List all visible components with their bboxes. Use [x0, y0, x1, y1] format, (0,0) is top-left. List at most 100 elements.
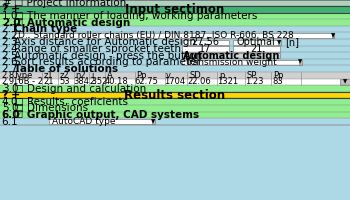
Bar [0, 92, 350, 98]
Text: 2.9: 2.9 [2, 77, 15, 86]
Text: 1.0: 1.0 [2, 11, 18, 21]
Bar [182, 53, 280, 58]
Bar [0, 13, 350, 19]
Text: Range of smaller sprocket teeth: Range of smaller sprocket teeth [14, 44, 181, 54]
Text: ▼: ▼ [277, 40, 281, 45]
Text: ☐ Project Information: ☐ Project Information [14, 0, 126, 8]
Text: Sort results according to parameter: Sort results according to parameter [14, 57, 201, 67]
Text: ▼: ▼ [331, 33, 335, 38]
Bar [0, 52, 350, 59]
Text: 83: 83 [272, 77, 283, 86]
Text: Chain type: Chain type [14, 24, 77, 34]
Bar [233, 46, 280, 52]
Bar [0, 118, 350, 125]
Bar [0, 79, 350, 85]
Text: 1.23: 1.23 [245, 77, 264, 86]
Text: +: + [10, 90, 20, 100]
Text: 62.75: 62.75 [135, 77, 159, 86]
Text: Pp: Pp [136, 71, 147, 80]
Text: 2.4: 2.4 [2, 44, 18, 54]
Text: 384.3: 384.3 [74, 77, 98, 86]
Text: ☑ Graphic output, CAD systems: ☑ Graphic output, CAD systems [14, 110, 199, 120]
Bar [0, 19, 350, 26]
Bar [0, 6, 350, 13]
Text: 22.06: 22.06 [187, 77, 211, 86]
Text: Transmission weight: Transmission weight [186, 58, 277, 67]
Text: ▼: ▼ [343, 79, 347, 84]
Text: 53: 53 [60, 77, 70, 86]
Bar [182, 40, 229, 45]
Bar [0, 66, 350, 72]
Text: 2.52: 2.52 [89, 77, 108, 86]
Bar [0, 72, 350, 79]
Text: 1321: 1321 [217, 77, 238, 86]
Text: #: # [2, 0, 10, 8]
Text: 27,56: 27,56 [191, 37, 219, 47]
Text: 5.0: 5.0 [2, 103, 18, 113]
Text: 3.0: 3.0 [2, 84, 18, 94]
Text: □ The manner of loading, working parameters: □ The manner of loading, working paramet… [14, 11, 257, 21]
Text: 2.6: 2.6 [2, 57, 18, 67]
Bar [182, 46, 229, 52]
Bar [278, 40, 281, 45]
Bar [0, 105, 350, 112]
Bar [332, 33, 334, 38]
Text: Pp: Pp [273, 71, 284, 80]
Text: 4.0: 4.0 [2, 97, 18, 107]
Text: z1: z1 [44, 71, 53, 80]
Text: 2.0: 2.0 [2, 18, 20, 28]
Bar [0, 0, 350, 6]
Text: [n]: [n] [285, 37, 299, 47]
Text: 40.18: 40.18 [105, 77, 129, 86]
Text: □ Design and calculation: □ Design and calculation [14, 84, 146, 94]
Text: Automatic design: Automatic design [183, 51, 279, 61]
Text: 2.3: 2.3 [2, 37, 18, 47]
Bar [0, 33, 350, 39]
Bar [0, 99, 350, 105]
Text: Table of solutions: Table of solutions [14, 64, 118, 74]
Text: 21: 21 [44, 77, 54, 86]
Text: v: v [166, 71, 171, 80]
Text: +: + [10, 4, 20, 14]
Text: A: A [107, 71, 112, 80]
Bar [14, 33, 334, 38]
Text: 2.7: 2.7 [2, 64, 18, 74]
Text: ?: ? [2, 90, 8, 100]
Text: 2.2: 2.2 [2, 31, 18, 41]
Bar [182, 60, 301, 65]
Bar [340, 79, 350, 85]
Text: ▼: ▼ [151, 119, 155, 124]
Bar [0, 39, 350, 46]
Text: SP: SP [247, 71, 257, 80]
Text: 16B - 2: 16B - 2 [13, 77, 43, 86]
Text: □ Dimensions: □ Dimensions [14, 103, 88, 113]
Text: Input sectimon: Input sectimon [125, 3, 225, 16]
Text: □ Results, coeficients: □ Results, coeficients [14, 97, 128, 107]
Text: 2.5: 2.5 [2, 51, 18, 61]
Text: Automatic design - press the button: Automatic design - press the button [14, 51, 202, 61]
Text: Axis distance for Automatic design: Axis distance for Automatic design [14, 37, 196, 47]
Bar [0, 85, 350, 92]
Text: 17: 17 [199, 44, 212, 54]
Text: ☑ Automatic design: ☑ Automatic design [14, 18, 130, 28]
Text: AutoCAD type: AutoCAD type [52, 117, 116, 126]
Text: ?: ? [2, 4, 8, 14]
Bar [152, 119, 155, 124]
Text: p: p [219, 71, 224, 80]
Text: 2.8: 2.8 [2, 71, 15, 80]
Text: 1704: 1704 [164, 77, 186, 86]
Bar [233, 40, 280, 45]
Text: ▼: ▼ [298, 60, 302, 65]
Bar [0, 112, 350, 118]
Text: z2: z2 [60, 71, 69, 80]
Text: 6.1: 6.1 [2, 117, 18, 127]
Text: n2: n2 [75, 71, 86, 80]
Bar [0, 59, 350, 65]
Text: SD: SD [189, 71, 201, 80]
Text: 21: 21 [250, 44, 262, 54]
Text: D.. Standard roller chains (EU) / DIN 8187, ISO R-606, BS 228: D.. Standard roller chains (EU) / DIN 81… [18, 31, 293, 40]
Bar [0, 46, 350, 52]
Text: i: i [91, 71, 93, 80]
Text: Optimal: Optimal [236, 37, 275, 47]
Text: 2.1: 2.1 [2, 24, 18, 34]
